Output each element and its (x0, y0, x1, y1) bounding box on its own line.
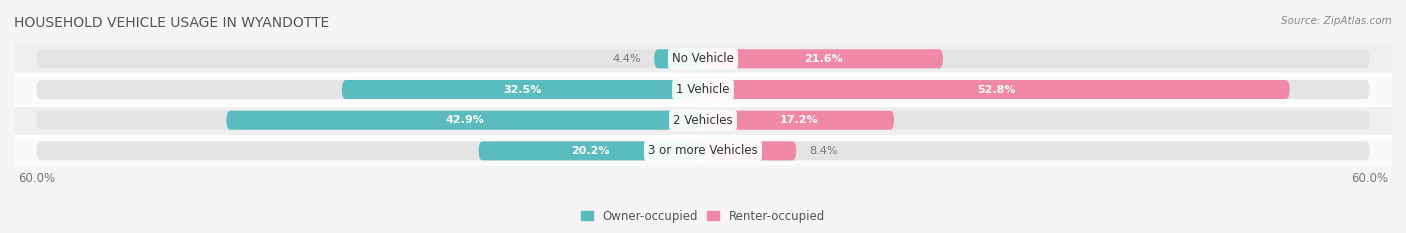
FancyBboxPatch shape (226, 111, 703, 130)
Text: 3 or more Vehicles: 3 or more Vehicles (648, 144, 758, 157)
Bar (14, 105, 1392, 136)
Text: 2 Vehicles: 2 Vehicles (673, 114, 733, 127)
Text: 21.6%: 21.6% (804, 54, 842, 64)
Text: Source: ZipAtlas.com: Source: ZipAtlas.com (1281, 16, 1392, 26)
Bar (14, 74, 1392, 105)
FancyBboxPatch shape (703, 49, 943, 68)
Text: 20.2%: 20.2% (571, 146, 610, 156)
FancyBboxPatch shape (703, 111, 894, 130)
Text: 1 Vehicle: 1 Vehicle (676, 83, 730, 96)
FancyBboxPatch shape (37, 141, 1369, 160)
Text: 32.5%: 32.5% (503, 85, 541, 95)
FancyBboxPatch shape (654, 49, 703, 68)
Bar (14, 44, 1392, 74)
FancyBboxPatch shape (342, 80, 703, 99)
FancyBboxPatch shape (478, 141, 703, 160)
Text: 52.8%: 52.8% (977, 85, 1015, 95)
FancyBboxPatch shape (703, 80, 1289, 99)
Text: 17.2%: 17.2% (779, 115, 818, 125)
FancyBboxPatch shape (37, 80, 1369, 99)
FancyBboxPatch shape (37, 111, 1369, 130)
FancyBboxPatch shape (37, 49, 1369, 68)
Bar (14, 136, 1392, 166)
Text: 8.4%: 8.4% (810, 146, 838, 156)
Text: HOUSEHOLD VEHICLE USAGE IN WYANDOTTE: HOUSEHOLD VEHICLE USAGE IN WYANDOTTE (14, 16, 329, 30)
Text: 42.9%: 42.9% (446, 115, 484, 125)
Legend: Owner-occupied, Renter-occupied: Owner-occupied, Renter-occupied (576, 205, 830, 227)
Text: 4.4%: 4.4% (612, 54, 641, 64)
FancyBboxPatch shape (703, 141, 796, 160)
Text: No Vehicle: No Vehicle (672, 52, 734, 65)
